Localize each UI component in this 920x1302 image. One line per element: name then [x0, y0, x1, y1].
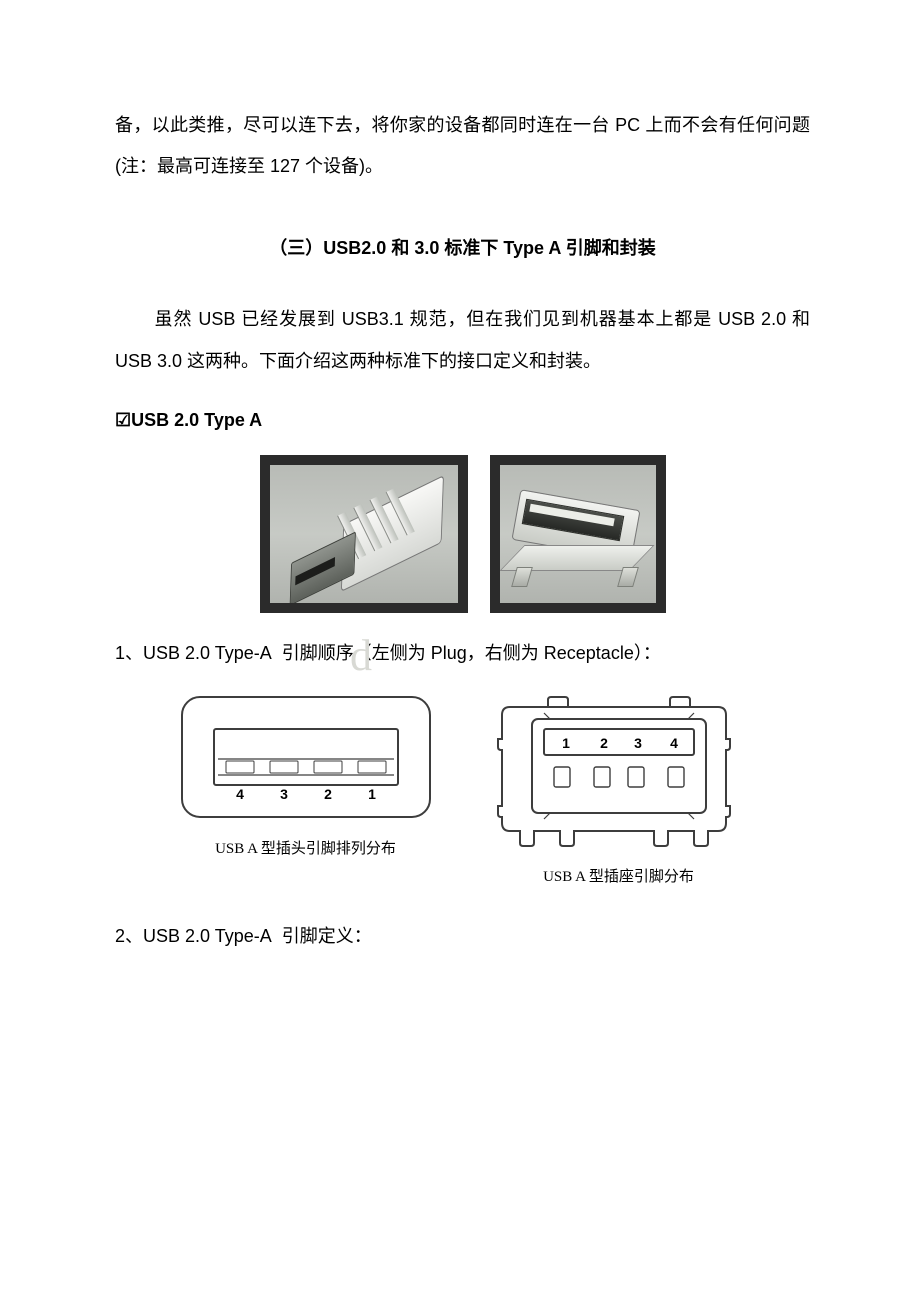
- plug-pin-label-4: 4: [236, 786, 244, 802]
- plug-diagram: 4 3 2 1: [178, 693, 434, 823]
- plug-pin-label-3: 3: [280, 786, 288, 802]
- recept-pin-label-2: 2: [600, 735, 608, 751]
- usb-receptacle-photo: [490, 455, 666, 613]
- diagram-row: 4 3 2 1 USB A 型插头引脚排列分布: [115, 693, 810, 888]
- usb-plug-photo: [260, 455, 468, 613]
- plug-pin-label-2: 2: [324, 786, 332, 802]
- item1-label: 1、USB 2.0 Type-A 引脚顺序（左侧为 Plug，右侧为 Recep…: [115, 633, 810, 674]
- plug-diagram-caption: USB A 型插头引脚排列分布: [215, 839, 396, 860]
- section-heading: （三）USB2.0 和 3.0 标准下 Type A 引脚和封装: [115, 228, 810, 269]
- recept-pin-label-1: 1: [562, 735, 570, 751]
- photo-row: [115, 455, 810, 613]
- receptacle-diagram: 1 2 3 4: [490, 693, 748, 851]
- continuation-paragraph: 备，以此类推，尽可以连下去，将你家的设备都同时连在一台 PC 上而不会有任何问题…: [115, 105, 810, 188]
- receptacle-diagram-caption: USB A 型插座引脚分布: [543, 867, 694, 888]
- sub-heading: ☑USB 2.0 Type A: [115, 400, 810, 441]
- recept-pin-label-4: 4: [670, 735, 678, 751]
- recept-pin-label-3: 3: [634, 735, 642, 751]
- item2-label: 2、USB 2.0 Type-A 引脚定义：: [115, 916, 810, 957]
- intro-paragraph: 虽然 USB 已经发展到 USB3.1 规范，但在我们见到机器基本上都是 USB…: [115, 299, 810, 382]
- plug-pin-label-1: 1: [368, 786, 376, 802]
